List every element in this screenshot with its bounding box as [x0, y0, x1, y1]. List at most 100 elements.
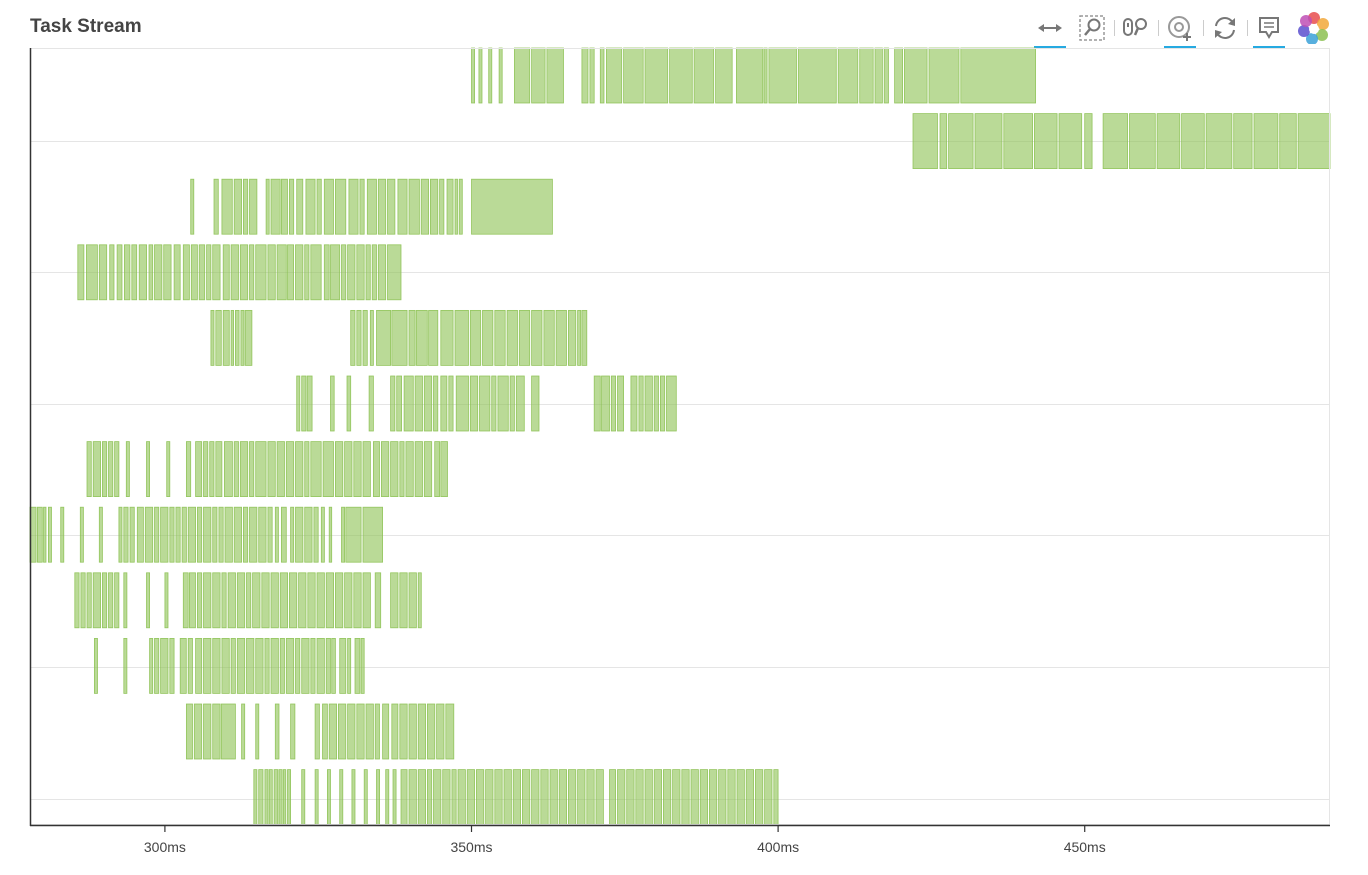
- task-bar[interactable]: [123, 638, 128, 694]
- task-bar[interactable]: [146, 572, 150, 629]
- task-bar[interactable]: [440, 375, 448, 432]
- task-bar[interactable]: [169, 506, 175, 563]
- task-bar[interactable]: [249, 441, 255, 498]
- task-bar[interactable]: [374, 703, 380, 760]
- task-bar[interactable]: [270, 178, 281, 235]
- task-bar[interactable]: [242, 178, 249, 235]
- task-bar[interactable]: [457, 769, 466, 825]
- task-bar[interactable]: [249, 244, 255, 301]
- task-bar[interactable]: [660, 375, 666, 432]
- task-bar[interactable]: [454, 178, 458, 235]
- task-bar[interactable]: [146, 441, 150, 498]
- task-bar[interactable]: [190, 244, 198, 301]
- task-bar[interactable]: [314, 769, 319, 825]
- task-bar[interactable]: [287, 769, 291, 825]
- task-bar[interactable]: [185, 703, 193, 760]
- task-bar[interactable]: [1253, 113, 1279, 169]
- task-bar[interactable]: [399, 703, 408, 760]
- task-bar[interactable]: [316, 638, 325, 694]
- task-bar[interactable]: [883, 47, 889, 104]
- task-bar[interactable]: [98, 506, 103, 563]
- task-bar[interactable]: [390, 441, 399, 498]
- task-bar[interactable]: [215, 441, 223, 498]
- task-bar[interactable]: [295, 441, 304, 498]
- task-bar[interactable]: [366, 178, 377, 235]
- task-bar[interactable]: [426, 703, 436, 760]
- task-bar[interactable]: [446, 178, 454, 235]
- task-bar[interactable]: [345, 506, 362, 563]
- task-bar[interactable]: [494, 309, 506, 366]
- task-bar[interactable]: [330, 244, 341, 301]
- task-bar[interactable]: [169, 638, 175, 694]
- task-bar[interactable]: [581, 309, 588, 366]
- task-bar[interactable]: [359, 178, 365, 235]
- task-bar[interactable]: [617, 375, 624, 432]
- task-bar[interactable]: [242, 506, 249, 563]
- task-bar[interactable]: [339, 638, 347, 694]
- task-bar[interactable]: [960, 47, 1036, 104]
- task-bar[interactable]: [239, 244, 249, 301]
- task-bar[interactable]: [374, 572, 382, 629]
- task-bar[interactable]: [1181, 113, 1205, 169]
- task-bar[interactable]: [223, 441, 233, 498]
- task-bar[interactable]: [797, 47, 837, 104]
- task-bar[interactable]: [360, 638, 365, 694]
- task-bar[interactable]: [568, 309, 577, 366]
- task-bar[interactable]: [635, 769, 644, 825]
- task-bar[interactable]: [372, 441, 380, 498]
- task-bar[interactable]: [218, 506, 224, 563]
- task-bar[interactable]: [912, 113, 938, 169]
- task-bar[interactable]: [94, 638, 98, 694]
- task-bar[interactable]: [387, 178, 396, 235]
- task-bar[interactable]: [86, 572, 92, 629]
- task-bar[interactable]: [182, 572, 189, 629]
- task-bar[interactable]: [74, 572, 80, 629]
- task-bar[interactable]: [246, 572, 252, 629]
- task-bar[interactable]: [581, 47, 589, 104]
- task-bar[interactable]: [709, 769, 718, 825]
- task-bar[interactable]: [440, 441, 448, 498]
- task-bar[interactable]: [344, 441, 353, 498]
- task-bar[interactable]: [244, 309, 253, 366]
- task-bar[interactable]: [693, 47, 715, 104]
- task-bar[interactable]: [1297, 113, 1331, 169]
- task-bar[interactable]: [179, 638, 187, 694]
- task-bar[interactable]: [255, 703, 260, 760]
- task-bar[interactable]: [894, 47, 903, 104]
- task-bar[interactable]: [1084, 113, 1093, 169]
- task-bar[interactable]: [227, 572, 236, 629]
- task-bar[interactable]: [718, 769, 727, 825]
- task-bar[interactable]: [1279, 113, 1297, 169]
- task-bar[interactable]: [108, 441, 114, 498]
- task-bar[interactable]: [417, 572, 422, 629]
- task-bar[interactable]: [1205, 113, 1233, 169]
- task-bar[interactable]: [267, 244, 276, 301]
- task-bar[interactable]: [301, 769, 306, 825]
- task-bar[interactable]: [129, 506, 135, 563]
- task-bar[interactable]: [690, 769, 699, 825]
- task-bar[interactable]: [515, 375, 525, 432]
- task-bar[interactable]: [371, 244, 377, 301]
- task-bar[interactable]: [124, 244, 131, 301]
- task-bar[interactable]: [295, 638, 301, 694]
- task-bar[interactable]: [549, 769, 558, 825]
- task-bar[interactable]: [144, 506, 154, 563]
- task-bar[interactable]: [1003, 113, 1033, 169]
- task-bar[interactable]: [298, 572, 307, 629]
- task-bar[interactable]: [261, 572, 270, 629]
- task-bar[interactable]: [212, 506, 218, 563]
- task-bar[interactable]: [455, 375, 469, 432]
- task-bar[interactable]: [434, 441, 441, 498]
- hover-tool[interactable]: [1249, 10, 1289, 49]
- task-bar[interactable]: [196, 572, 203, 629]
- task-bar[interactable]: [203, 572, 212, 629]
- task-bar[interactable]: [344, 572, 353, 629]
- task-bar[interactable]: [638, 375, 644, 432]
- task-bar[interactable]: [415, 309, 428, 366]
- task-bar[interactable]: [301, 375, 307, 432]
- task-bar[interactable]: [270, 572, 279, 629]
- task-bar[interactable]: [276, 244, 287, 301]
- task-bar[interactable]: [334, 178, 347, 235]
- task-bar[interactable]: [837, 47, 859, 104]
- task-bar[interactable]: [599, 47, 605, 104]
